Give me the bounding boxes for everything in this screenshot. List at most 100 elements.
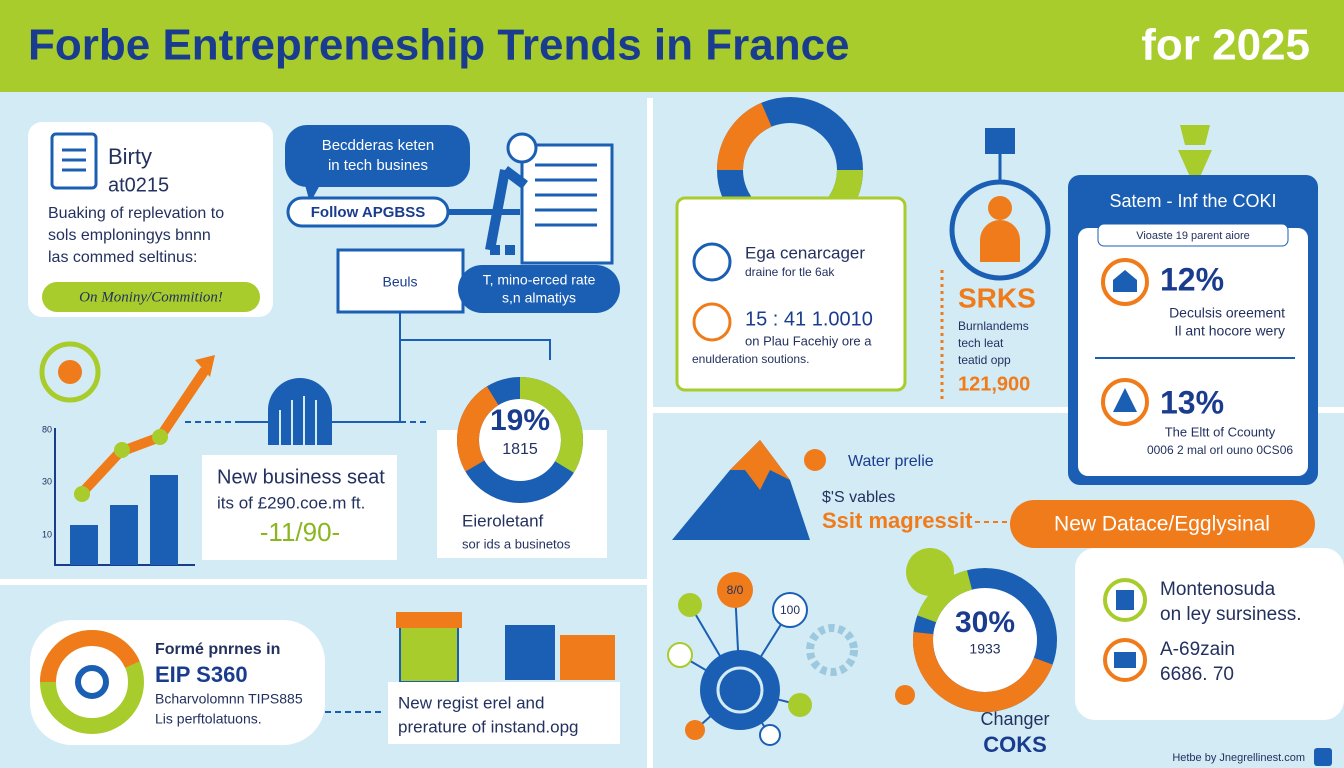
dot bbox=[114, 442, 130, 458]
card-line: sols emploningys bnnn bbox=[48, 227, 211, 244]
card-subtitle: at0215 bbox=[108, 174, 169, 196]
node-label: 100 bbox=[780, 603, 800, 617]
text-line: Bcharvolomnn TIPS885 bbox=[155, 691, 303, 707]
dot bbox=[74, 486, 90, 502]
srks-line: tech leat bbox=[958, 336, 1004, 350]
card-line: Eieroletanf bbox=[462, 511, 544, 530]
card bbox=[28, 122, 273, 317]
node bbox=[906, 548, 954, 596]
node bbox=[667, 642, 693, 668]
building bbox=[505, 625, 555, 680]
label: Water prelie bbox=[848, 453, 934, 470]
pill bbox=[458, 265, 620, 313]
label: COKS bbox=[983, 732, 1047, 757]
node bbox=[717, 572, 753, 608]
srks-line: teatid opp bbox=[958, 353, 1011, 367]
dot bbox=[152, 429, 168, 445]
axis-label: 30 bbox=[42, 476, 52, 486]
gear-icon bbox=[806, 624, 858, 676]
donut-arc bbox=[40, 630, 144, 734]
gear-core bbox=[58, 360, 82, 384]
label: $'S vables bbox=[822, 489, 895, 506]
stats-pill-text: Vioaste 19 parent aiore bbox=[1136, 230, 1250, 242]
node-label: 8/0 bbox=[727, 583, 744, 597]
icon bbox=[985, 128, 1015, 154]
card-line: enulderation soutions. bbox=[692, 352, 809, 366]
srks-line: Burnlandems bbox=[958, 319, 1029, 333]
gear-icon bbox=[39, 341, 101, 403]
card-line: las commed seltinus: bbox=[48, 249, 197, 266]
axis-label: 10 bbox=[42, 529, 52, 539]
building bbox=[399, 619, 459, 683]
icon-glyph bbox=[1114, 652, 1136, 668]
badge-text: On Moniny/Commition! bbox=[79, 289, 223, 305]
document bbox=[520, 143, 614, 265]
text-line: Lis perftolatuons. bbox=[155, 711, 262, 727]
mountain-peak bbox=[730, 440, 790, 490]
hub bbox=[700, 650, 780, 730]
banner-text: New Datace/Egglysinal bbox=[1054, 513, 1270, 536]
follow-text: Follow APGBSS bbox=[311, 204, 425, 221]
badge bbox=[42, 282, 260, 312]
node bbox=[685, 720, 705, 740]
dome bbox=[268, 378, 332, 445]
stat-value: 13% bbox=[1160, 384, 1224, 420]
card-line: New business seat bbox=[217, 466, 385, 488]
banner bbox=[1010, 500, 1315, 548]
trend-arrow bbox=[76, 367, 210, 499]
card-value: 15 : 41 1.0010 bbox=[745, 308, 873, 330]
box bbox=[336, 248, 465, 314]
card-line: prerature of instand.opg bbox=[398, 717, 579, 736]
doc-lines bbox=[62, 148, 86, 172]
card-line: Buaking of replevation to bbox=[48, 205, 224, 222]
axis-label: 80 bbox=[42, 424, 52, 434]
text-line: Formé pnrnes in bbox=[155, 641, 280, 658]
card bbox=[388, 682, 620, 744]
stats-title: Satem - Inf the COKI bbox=[1109, 191, 1276, 211]
node bbox=[678, 593, 702, 617]
title: Forbe Entrepreneship Trends in France bbox=[28, 21, 850, 70]
srks-value: 121,900 bbox=[958, 373, 1030, 395]
text-value: EIP S360 bbox=[155, 662, 248, 687]
sun bbox=[804, 449, 826, 471]
bar bbox=[110, 505, 138, 565]
bar bbox=[150, 475, 178, 565]
card-line: Montenosuda bbox=[1160, 579, 1276, 600]
box-text: Beuls bbox=[382, 274, 417, 290]
card-line: Ega cenarcager bbox=[745, 243, 865, 262]
pill-line: T, mino-erced rate bbox=[483, 272, 596, 288]
donut-arc bbox=[913, 568, 1057, 712]
bubble bbox=[285, 125, 470, 187]
pill-line: s,n almatiys bbox=[502, 290, 576, 306]
stat-value: 12% bbox=[1160, 261, 1224, 297]
card-line: sor ids a businetos bbox=[462, 536, 571, 551]
card-line: draine for tle 6ak bbox=[745, 265, 835, 279]
stat-line: 0006 2 mal orl ouno 0CS06 bbox=[1147, 443, 1293, 457]
card-line: on ley sursiness. bbox=[1160, 604, 1302, 625]
icon-glyph bbox=[1113, 388, 1137, 412]
card bbox=[1075, 548, 1344, 720]
person-head bbox=[506, 132, 538, 164]
donut-value: 30% bbox=[955, 606, 1015, 639]
arrow-head bbox=[195, 355, 215, 377]
sun bbox=[895, 685, 915, 705]
node bbox=[759, 724, 781, 746]
label: Changer bbox=[980, 709, 1049, 729]
donut-value: 19% bbox=[490, 404, 550, 437]
icon-glyph bbox=[1116, 590, 1134, 610]
card-line: on Plau Facehiy ore a bbox=[745, 333, 872, 348]
bubble-line: in tech busines bbox=[328, 157, 428, 174]
icon bbox=[692, 242, 732, 282]
person bbox=[485, 166, 528, 255]
stat-line: Deculsis oreement bbox=[1169, 305, 1285, 321]
icon bbox=[1178, 125, 1212, 188]
node bbox=[772, 592, 808, 628]
card-line: 6686. 70 bbox=[1160, 664, 1234, 685]
social-icon bbox=[1314, 748, 1332, 766]
donut-sub: 1933 bbox=[969, 641, 1000, 657]
stats-pill bbox=[1097, 223, 1289, 247]
card-title: Birty bbox=[108, 144, 152, 169]
subtitle: for 2025 bbox=[1141, 21, 1310, 70]
donut-arc bbox=[457, 377, 584, 503]
card bbox=[675, 196, 907, 392]
